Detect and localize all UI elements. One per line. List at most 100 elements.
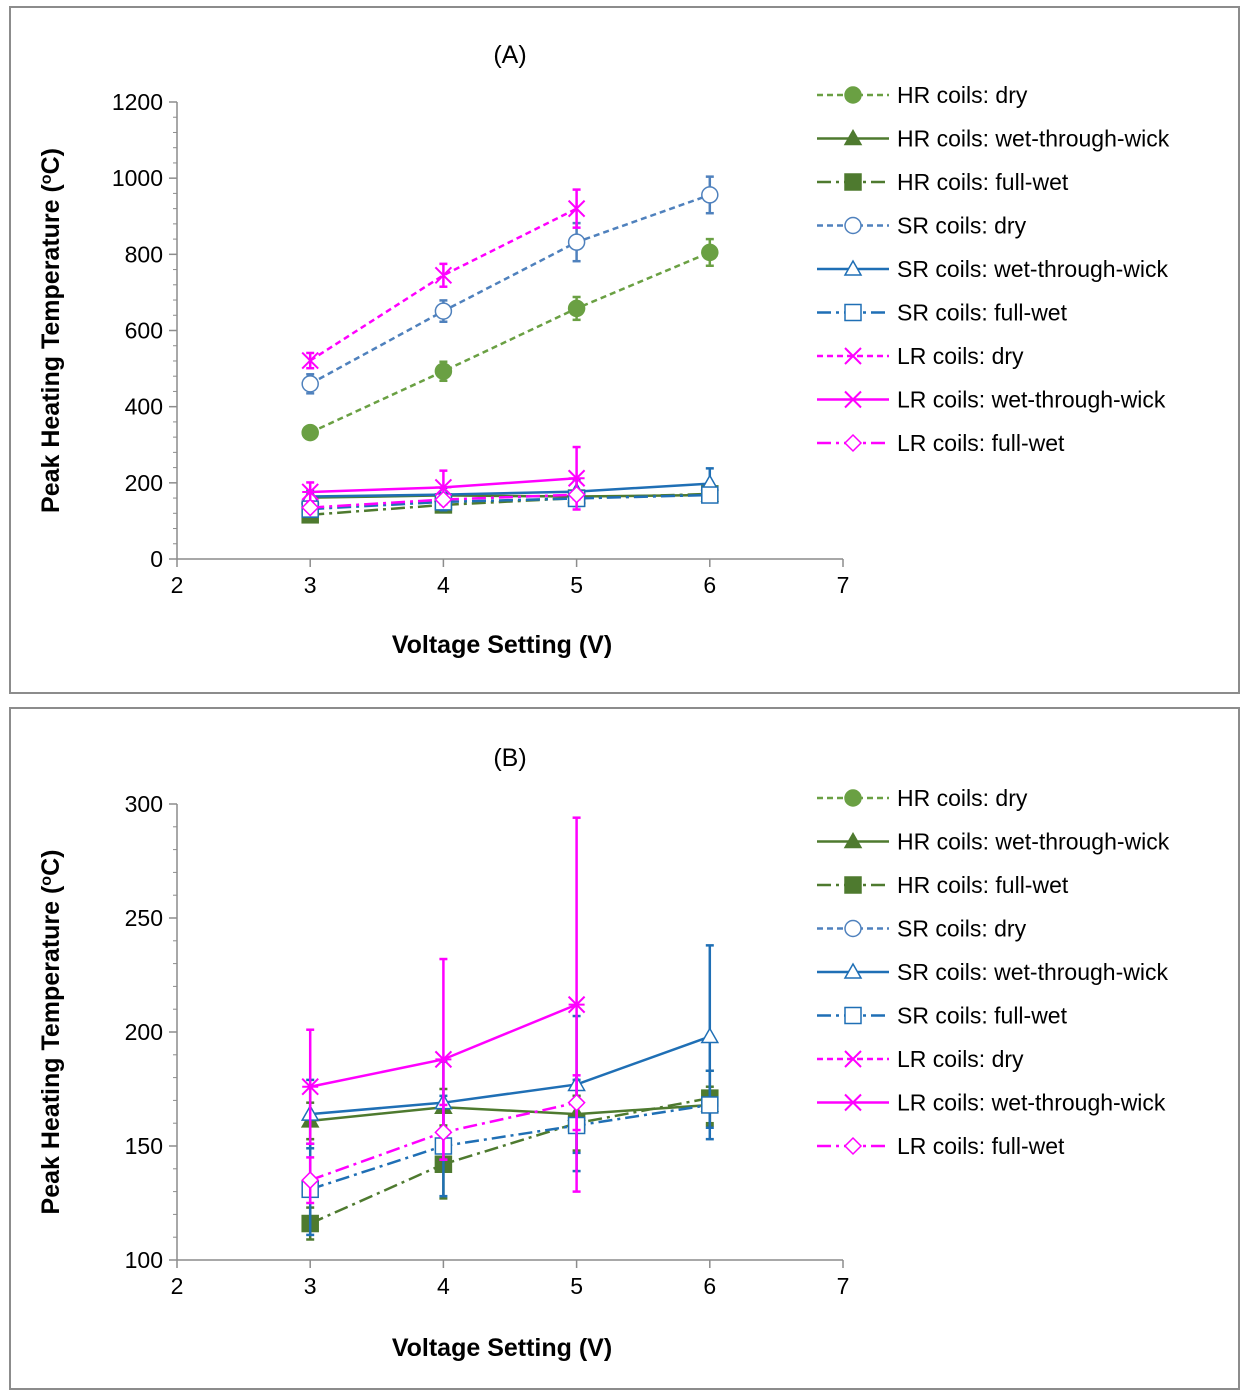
data-point xyxy=(701,186,719,204)
legend-item: LR coils: dry xyxy=(817,1046,1024,1072)
data-point xyxy=(301,375,319,393)
legend-label: HR coils: dry xyxy=(897,785,1028,811)
plot-area xyxy=(300,175,720,524)
data-point xyxy=(567,299,586,318)
data-point xyxy=(567,199,586,218)
data-point xyxy=(434,1050,453,1069)
legend-label: LR coils: full-wet xyxy=(897,1133,1065,1159)
legend-label: HR coils: full-wet xyxy=(897,169,1069,195)
series-line xyxy=(309,1096,711,1225)
y-tick-label: 800 xyxy=(125,241,163,267)
legend-marker xyxy=(844,347,862,365)
legend-label: LR coils: wet-through-wick xyxy=(897,1090,1166,1116)
data-point xyxy=(567,233,586,251)
y-tick-label: 600 xyxy=(125,318,163,344)
x-tick-label: 2 xyxy=(171,572,184,598)
legend-item: LR coils: dry xyxy=(817,343,1024,369)
x-tick-label: 4 xyxy=(437,1273,450,1299)
legend-marker xyxy=(844,1006,862,1025)
data-point xyxy=(434,302,453,320)
legend-marker xyxy=(843,433,863,453)
legend-item: SR coils: wet-through-wick xyxy=(817,256,1168,282)
y-tick-label: 1200 xyxy=(112,89,163,115)
series-line xyxy=(309,251,711,434)
legend-marker xyxy=(844,876,862,894)
legend-item: HR coils: dry xyxy=(817,785,1028,811)
chart-title: (A) xyxy=(493,41,526,69)
series-line xyxy=(310,1035,711,1116)
legend-label: SR coils: full-wet xyxy=(897,300,1068,326)
data-point xyxy=(301,483,319,501)
data-point xyxy=(301,1078,319,1096)
legend-marker xyxy=(844,789,862,807)
legend-label: HR coils: wet-through-wick xyxy=(897,829,1170,855)
legend-item: LR coils: full-wet xyxy=(817,1133,1065,1159)
data-point xyxy=(301,351,319,370)
series xyxy=(301,188,586,370)
data-point xyxy=(301,423,319,442)
series-line xyxy=(309,207,578,362)
series-line xyxy=(310,482,710,498)
legend-item: LR coils: full-wet xyxy=(817,430,1065,456)
x-tick-label: 3 xyxy=(304,1273,317,1299)
legend-item: SR coils: full-wet xyxy=(817,1003,1068,1029)
legend-item: LR coils: wet-through-wick xyxy=(817,387,1166,413)
series-line xyxy=(310,709,710,731)
series-line xyxy=(310,493,577,509)
legend-label: SR coils: full-wet xyxy=(897,1003,1068,1029)
data-point xyxy=(700,1027,720,1044)
legend-label: SR coils: dry xyxy=(897,213,1027,239)
data-point xyxy=(434,1123,453,1142)
data-point xyxy=(434,478,453,497)
legend-label: SR coils: wet-through-wick xyxy=(897,959,1168,985)
chart-panel-b: (B) 100 150 200 250 300 2 3 4 5 6 7 Voltage Setting … xyxy=(9,707,1240,1390)
legend-marker xyxy=(843,259,863,276)
y-axis-title: Peak Heating Temperature (oC) xyxy=(37,148,65,513)
legend-item: SR coils: dry xyxy=(817,916,1027,942)
data-point xyxy=(567,469,586,487)
legend-marker xyxy=(844,173,862,191)
legend-item: HR coils: wet-through-wick xyxy=(817,829,1170,855)
legend-label: LR coils: wet-through-wick xyxy=(897,387,1166,413)
legend-item: SR coils: full-wet xyxy=(817,300,1068,326)
legend-marker xyxy=(844,86,862,104)
data-point xyxy=(701,1096,719,1114)
series xyxy=(301,445,586,511)
legend-label: LR coils: dry xyxy=(897,1046,1024,1072)
chart-b: (B) 100 150 200 250 300 2 3 4 5 6 7 Voltage Setting … xyxy=(37,709,1170,1362)
x-tick-label: 7 xyxy=(837,1273,850,1299)
series xyxy=(301,1069,719,1241)
data-point xyxy=(567,485,586,504)
legend-marker xyxy=(844,919,862,938)
series xyxy=(301,485,586,517)
y-axis-title: Peak Heating Temperature (oC) xyxy=(37,850,65,1215)
legend-label: LR coils: dry xyxy=(897,343,1024,369)
legend-item: HR coils: dry xyxy=(817,82,1028,108)
legend-item: HR coils: wet-through-wick xyxy=(817,126,1170,152)
legend-marker xyxy=(844,216,862,235)
series xyxy=(301,237,719,442)
chart-title: (B) xyxy=(493,744,526,772)
series xyxy=(301,175,719,395)
legend-label: SR coils: dry xyxy=(897,916,1027,942)
legend-item: SR coils: wet-through-wick xyxy=(817,959,1168,985)
x-tick-label: 6 xyxy=(703,572,716,598)
legend-label: SR coils: wet-through-wick xyxy=(897,256,1168,282)
data-point xyxy=(434,266,453,284)
x-tick-label: 2 xyxy=(171,1273,184,1299)
x-axis-title: Voltage Setting (V) xyxy=(392,631,612,659)
x-tick-label: 3 xyxy=(304,572,317,598)
plot-area xyxy=(300,709,720,1241)
data-point xyxy=(434,490,453,509)
y-tick-label: 200 xyxy=(125,470,163,496)
legend-label: HR coils: dry xyxy=(897,82,1028,108)
data-point xyxy=(567,995,586,1014)
y-tick-label: 250 xyxy=(125,905,163,931)
series xyxy=(300,944,720,1155)
legend-label: HR coils: wet-through-wick xyxy=(897,126,1170,152)
y-tick-label: 150 xyxy=(125,1133,163,1159)
y-tick-label: 100 xyxy=(125,1247,163,1273)
data-point xyxy=(567,1093,586,1112)
legend-marker xyxy=(844,390,862,409)
x-tick-label: 5 xyxy=(570,1273,583,1299)
